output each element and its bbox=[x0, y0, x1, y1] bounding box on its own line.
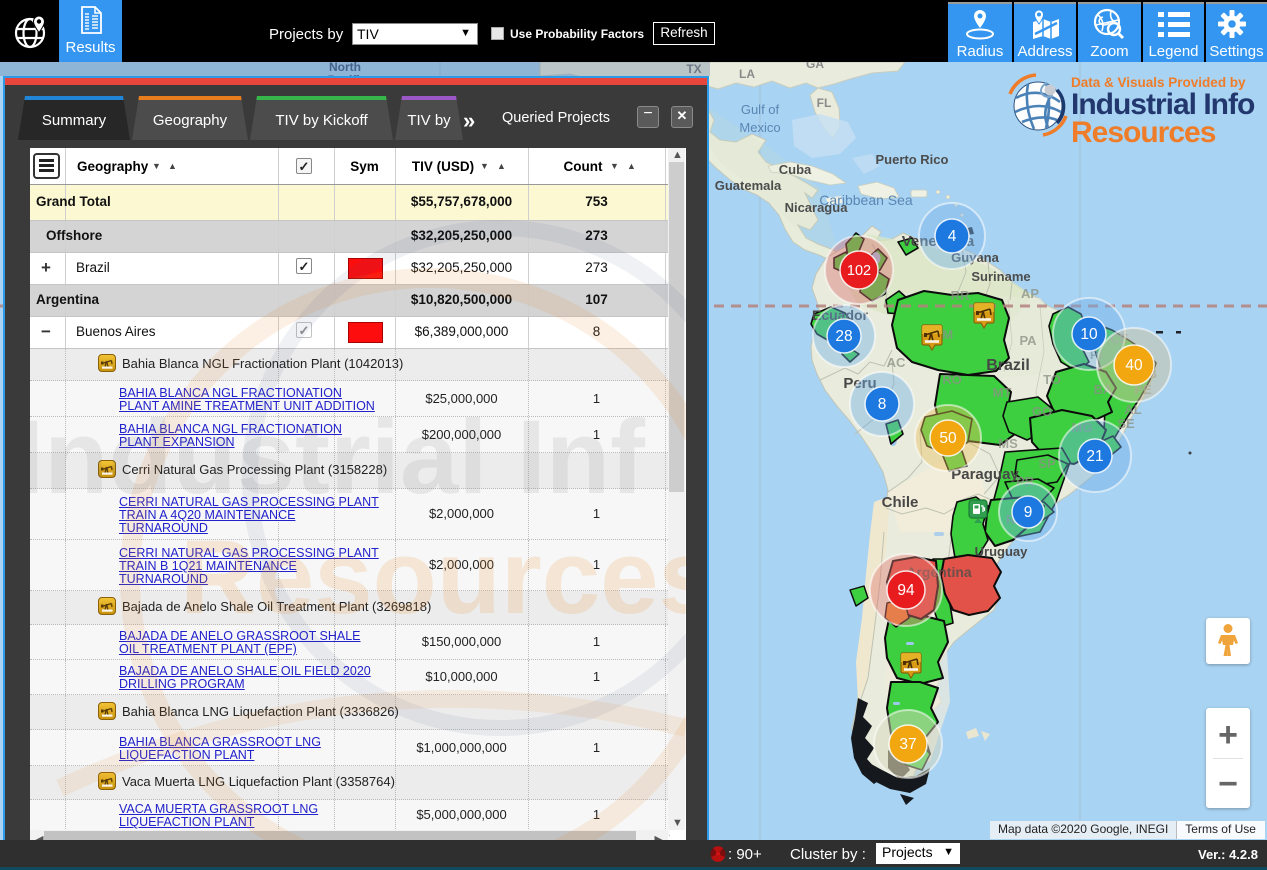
svg-text:10: 10 bbox=[1080, 326, 1098, 343]
svg-text:8: 8 bbox=[878, 396, 887, 413]
svg-text:AL: AL bbox=[1124, 402, 1141, 417]
svg-text:PA: PA bbox=[1019, 333, 1037, 348]
svg-text:FL: FL bbox=[817, 96, 832, 110]
svg-text:Nicaragua: Nicaragua bbox=[785, 200, 849, 215]
svg-text:MG: MG bbox=[1072, 420, 1093, 435]
svg-text:Suriname: Suriname bbox=[971, 269, 1030, 284]
svg-text:28: 28 bbox=[835, 328, 852, 345]
svg-text:TO: TO bbox=[1043, 372, 1061, 387]
svg-text:Uruguay: Uruguay bbox=[975, 544, 1029, 559]
svg-text:40: 40 bbox=[1125, 357, 1143, 374]
svg-text:Paraguay: Paraguay bbox=[951, 466, 1019, 483]
svg-text:North: North bbox=[329, 62, 361, 74]
svg-text:RR: RR bbox=[951, 288, 970, 303]
svg-text:Industrial Info: Industrial Info bbox=[1071, 88, 1255, 121]
svg-text:GA: GA bbox=[806, 62, 824, 71]
svg-text:Resources: Resources bbox=[1071, 116, 1216, 149]
svg-text:SE: SE bbox=[1117, 416, 1135, 431]
svg-text:Guyana: Guyana bbox=[951, 250, 999, 265]
svg-text:50: 50 bbox=[939, 430, 957, 447]
svg-text:RO: RO bbox=[942, 372, 962, 387]
svg-text:Caribbean Sea: Caribbean Sea bbox=[819, 192, 913, 208]
svg-text:Guatemala: Guatemala bbox=[715, 178, 782, 193]
svg-text:Chile: Chile bbox=[882, 494, 919, 511]
svg-text:Gulf of: Gulf of bbox=[741, 102, 780, 117]
svg-text:Mexico: Mexico bbox=[739, 120, 780, 135]
svg-text:PR: PR bbox=[1016, 474, 1035, 489]
svg-text:SP: SP bbox=[1038, 456, 1056, 471]
svg-text:Peru: Peru bbox=[843, 375, 876, 392]
svg-text:94: 94 bbox=[897, 582, 915, 599]
svg-text:9: 9 bbox=[1024, 504, 1033, 521]
svg-text:MT: MT bbox=[993, 385, 1012, 400]
svg-text:LA: LA bbox=[739, 67, 755, 81]
svg-text:AP: AP bbox=[1021, 286, 1039, 301]
svg-text:AC: AC bbox=[887, 355, 906, 370]
svg-text:Brazil: Brazil bbox=[986, 357, 1030, 374]
svg-text:TX: TX bbox=[686, 62, 701, 76]
svg-text:Argentina: Argentina bbox=[906, 564, 972, 580]
svg-text:21: 21 bbox=[1086, 448, 1103, 465]
svg-text:4: 4 bbox=[948, 228, 957, 245]
svg-text:GO: GO bbox=[1032, 404, 1052, 419]
svg-text:37: 37 bbox=[899, 736, 916, 753]
svg-text:Puerto Rico: Puerto Rico bbox=[876, 152, 949, 167]
svg-text:Data & Visuals Provided by: Data & Visuals Provided by bbox=[1071, 75, 1246, 90]
svg-text:Cuba: Cuba bbox=[779, 162, 812, 177]
svg-text:102: 102 bbox=[847, 263, 871, 279]
svg-text:MS: MS bbox=[998, 436, 1018, 451]
